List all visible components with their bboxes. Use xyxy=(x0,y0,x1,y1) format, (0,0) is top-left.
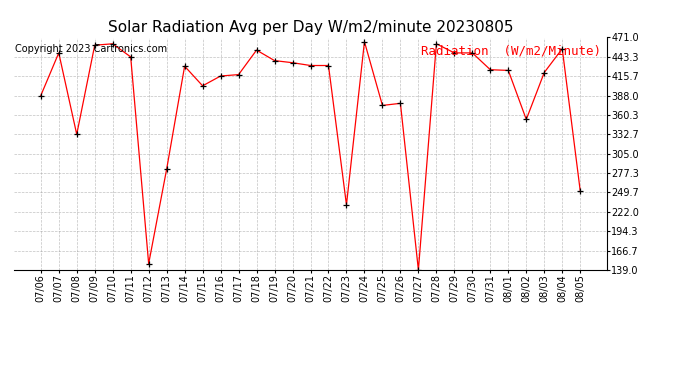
Title: Solar Radiation Avg per Day W/m2/minute 20230805: Solar Radiation Avg per Day W/m2/minute … xyxy=(108,20,513,35)
Text: Copyright 2023 Cartronics.com: Copyright 2023 Cartronics.com xyxy=(15,45,167,54)
Text: Radiation  (W/m2/Minute): Radiation (W/m2/Minute) xyxy=(422,45,601,57)
